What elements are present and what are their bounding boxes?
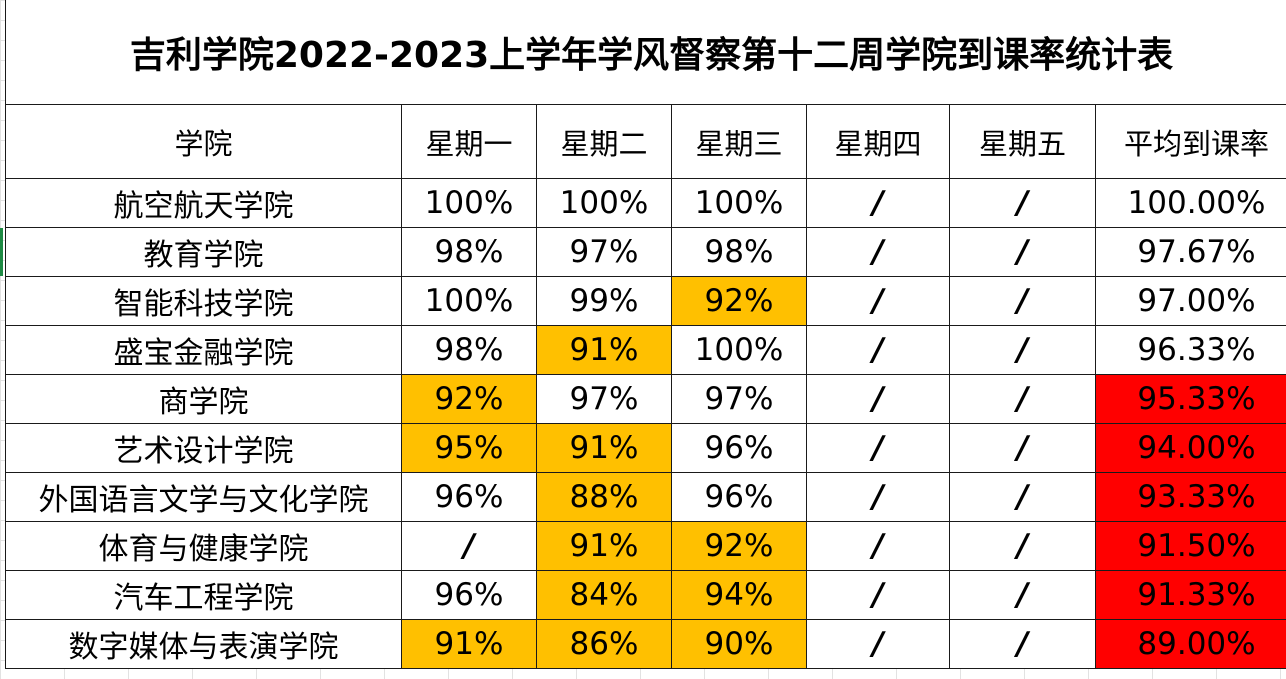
cell-friday[interactable]: / <box>949 619 1096 669</box>
cell-monday[interactable]: 98% <box>401 227 537 277</box>
cell-tuesday[interactable]: 86% <box>536 619 672 669</box>
table-row: 盛宝金融学院 98% 91% 100% //96.33% <box>5 325 1286 375</box>
header-average[interactable]: 平均到课率 <box>1094 104 1286 179</box>
cell-thursday[interactable]: / <box>806 570 950 620</box>
cell-friday[interactable]: / <box>949 227 1096 277</box>
cell-thursday[interactable]: / <box>806 178 950 228</box>
header-wednesday[interactable]: 星期三 <box>671 104 807 179</box>
cell-thursday[interactable]: / <box>806 472 950 522</box>
cell-college[interactable]: 航空航天学院 <box>5 178 402 228</box>
attendance-table: 吉利学院2022-2023上学年学风督察第十二周学院到课率统计表 学院 星期一 … <box>4 0 1286 669</box>
cell-average[interactable]: 96.33% <box>1094 325 1286 375</box>
cell-monday[interactable]: 96% <box>401 570 537 620</box>
table-row: 数字媒体与表演学院 91% 86% 90% //89.00% <box>5 619 1286 669</box>
cell-friday[interactable]: / <box>949 276 1096 326</box>
cell-wednesday[interactable]: 100% <box>671 325 807 375</box>
cell-monday[interactable]: 92% <box>401 374 537 424</box>
cell-college[interactable]: 艺术设计学院 <box>5 423 402 473</box>
cell-wednesday[interactable]: 100% <box>671 178 807 228</box>
cell-thursday[interactable]: / <box>806 521 950 571</box>
cell-friday[interactable]: / <box>949 521 1096 571</box>
cell-wednesday[interactable]: 97% <box>671 374 807 424</box>
table-row: 外国语言文学与文化学院 96% 88% 96% //93.33% <box>5 472 1286 522</box>
cell-average[interactable]: 93.33% <box>1094 472 1286 522</box>
table-row: 汽车工程学院 96% 84% 94% //91.33% <box>5 570 1286 620</box>
cell-friday[interactable]: / <box>949 178 1096 228</box>
header-monday[interactable]: 星期一 <box>401 104 537 179</box>
header-row: 学院 星期一 星期二 星期三 星期四 星期五 平均到课率 <box>5 104 1286 179</box>
cell-thursday[interactable]: / <box>806 374 950 424</box>
header-college[interactable]: 学院 <box>5 104 402 179</box>
cell-average[interactable]: 95.33% <box>1094 374 1286 424</box>
cell-monday[interactable]: 91% <box>401 619 537 669</box>
table-row: 智能科技学院 100% 99% 92% //97.00% <box>5 276 1286 326</box>
cell-monday[interactable]: 100% <box>401 276 537 326</box>
cell-college[interactable]: 数字媒体与表演学院 <box>5 619 402 669</box>
cell-tuesday[interactable]: 100% <box>536 178 672 228</box>
cell-tuesday[interactable]: 97% <box>536 374 672 424</box>
header-thursday[interactable]: 星期四 <box>806 104 950 179</box>
cell-average[interactable]: 91.33% <box>1094 570 1286 620</box>
cell-friday[interactable]: / <box>949 374 1096 424</box>
cell-college[interactable]: 体育与健康学院 <box>5 521 402 571</box>
cell-college[interactable]: 外国语言文学与文化学院 <box>5 472 402 522</box>
cell-wednesday[interactable]: 98% <box>671 227 807 277</box>
cell-wednesday[interactable]: 96% <box>671 423 807 473</box>
table-row: 体育与健康学院/91% 92% //91.50% <box>5 521 1286 571</box>
cell-tuesday[interactable]: 91% <box>536 521 672 571</box>
header-friday[interactable]: 星期五 <box>949 104 1096 179</box>
cell-average[interactable]: 91.50% <box>1094 521 1286 571</box>
cell-wednesday[interactable]: 92% <box>671 521 807 571</box>
cell-average[interactable]: 94.00% <box>1094 423 1286 473</box>
cell-average[interactable]: 97.00% <box>1094 276 1286 326</box>
table-row: 艺术设计学院 95% 91% 96% //94.00% <box>5 423 1286 473</box>
cell-college[interactable]: 教育学院 <box>5 227 402 277</box>
table-body: 航空航天学院 100% 100% 100% //100.00% 教育学院 98% 97% 98%… <box>5 178 1286 669</box>
cell-thursday[interactable]: / <box>806 423 950 473</box>
cell-tuesday[interactable]: 91% <box>536 325 672 375</box>
row-selection-marker <box>0 228 3 276</box>
cell-thursday[interactable]: / <box>806 276 950 326</box>
cell-friday[interactable]: / <box>949 472 1096 522</box>
cell-friday[interactable]: / <box>949 423 1096 473</box>
cell-friday[interactable]: / <box>949 325 1096 375</box>
cell-tuesday[interactable]: 84% <box>536 570 672 620</box>
cell-average[interactable]: 97.67% <box>1094 227 1286 277</box>
cell-monday[interactable]: 100% <box>401 178 537 228</box>
cell-monday[interactable]: 98% <box>401 325 537 375</box>
header-tuesday[interactable]: 星期二 <box>536 104 672 179</box>
cell-tuesday[interactable]: 91% <box>536 423 672 473</box>
cell-monday[interactable]: 95% <box>401 423 537 473</box>
cell-tuesday[interactable]: 88% <box>536 472 672 522</box>
cell-average[interactable]: 100.00% <box>1094 178 1286 228</box>
table-row: 航空航天学院 100% 100% 100% //100.00% <box>5 178 1286 228</box>
cell-thursday[interactable]: / <box>806 227 950 277</box>
table-row: 商学院 92% 97% 97% //95.33% <box>5 374 1286 424</box>
cell-friday[interactable]: / <box>949 570 1096 620</box>
cell-tuesday[interactable]: 99% <box>536 276 672 326</box>
cell-monday[interactable]: / <box>401 521 537 571</box>
cell-tuesday[interactable]: 97% <box>536 227 672 277</box>
cell-wednesday[interactable]: 92% <box>671 276 807 326</box>
cell-college[interactable]: 盛宝金融学院 <box>5 325 402 375</box>
table-title[interactable]: 吉利学院2022-2023上学年学风督察第十二周学院到课率统计表 <box>4 0 1286 105</box>
cell-thursday[interactable]: / <box>806 619 950 669</box>
cell-thursday[interactable]: / <box>806 325 950 375</box>
cell-wednesday[interactable]: 96% <box>671 472 807 522</box>
cell-monday[interactable]: 96% <box>401 472 537 522</box>
cell-wednesday[interactable]: 90% <box>671 619 807 669</box>
cell-college[interactable]: 汽车工程学院 <box>5 570 402 620</box>
cell-average[interactable]: 89.00% <box>1094 619 1286 669</box>
cell-wednesday[interactable]: 94% <box>671 570 807 620</box>
table-row: 教育学院 98% 97% 98% //97.67% <box>5 227 1286 277</box>
cell-college[interactable]: 智能科技学院 <box>5 276 402 326</box>
cell-college[interactable]: 商学院 <box>5 374 402 424</box>
